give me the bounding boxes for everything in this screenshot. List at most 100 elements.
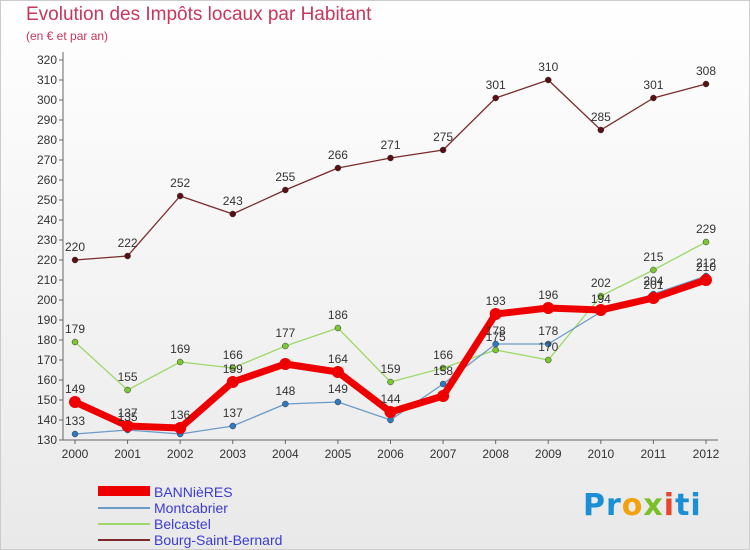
legend-label-bannieres: BANNièRES	[154, 484, 233, 500]
chart-title: Evolution des Impôts locaux par Habitant	[26, 4, 372, 25]
data-label: 166	[223, 348, 243, 362]
x-tick-label: 2006	[377, 447, 404, 461]
y-tick-label: 240	[37, 213, 57, 227]
data-point	[229, 364, 236, 372]
data-label: 133	[65, 414, 85, 428]
data-label: 266	[328, 148, 348, 162]
series-line-3	[74, 79, 707, 261]
legend-label-bourg-saint-bernard: Bourg-Saint-Bernard	[154, 532, 283, 548]
data-point	[387, 378, 394, 386]
x-tick-label: 2000	[62, 447, 89, 461]
data-point	[647, 292, 660, 304]
data-point	[700, 274, 712, 286]
data-point	[334, 398, 342, 406]
data-point	[387, 154, 394, 162]
data-label: 193	[486, 294, 506, 308]
data-label: 201	[643, 278, 663, 292]
data-label: 210	[696, 260, 716, 274]
data-label: 135	[118, 410, 138, 424]
data-point	[489, 308, 502, 320]
data-label: 149	[65, 382, 85, 396]
data-point	[492, 346, 499, 354]
data-point	[597, 292, 605, 300]
y-tick-label: 300	[37, 93, 57, 107]
data-label: 220	[65, 240, 85, 254]
x-tick-label: 2010	[587, 447, 614, 461]
data-point	[702, 238, 710, 246]
data-label: 229	[696, 222, 716, 236]
data-label: 137	[118, 406, 138, 420]
data-label: 271	[380, 138, 400, 152]
data-point	[71, 430, 79, 438]
data-label: 285	[591, 110, 611, 124]
data-point	[282, 400, 289, 408]
data-point	[594, 304, 607, 316]
y-tick-label: 280	[37, 133, 57, 147]
data-label: 196	[538, 288, 558, 302]
data-label: 178	[538, 324, 558, 338]
x-tick-label: 2009	[535, 447, 562, 461]
data-point	[439, 146, 447, 154]
x-tick-label: 2001	[114, 447, 141, 461]
data-label: 301	[643, 78, 663, 92]
data-point	[176, 358, 184, 366]
y-tick-label: 180	[37, 333, 57, 347]
data-label: 308	[696, 64, 716, 78]
data-point	[545, 340, 552, 348]
y-tick-label: 310	[37, 73, 57, 87]
data-label: 166	[433, 348, 453, 362]
data-point	[650, 94, 657, 102]
data-point	[121, 420, 134, 432]
y-tick-label: 320	[37, 53, 57, 67]
data-label: 204	[643, 274, 663, 288]
data-label: 255	[275, 170, 295, 184]
x-tick-label: 2011	[641, 447, 667, 461]
y-tick-label: 160	[37, 373, 57, 387]
data-point	[597, 126, 605, 134]
data-label: 155	[118, 370, 138, 384]
data-point	[174, 422, 187, 434]
y-tick-label: 270	[37, 153, 57, 167]
y-tick-label: 170	[37, 353, 57, 367]
data-point	[492, 94, 499, 102]
data-label: 159	[223, 362, 243, 376]
data-point	[439, 364, 447, 372]
y-tick-label: 230	[37, 233, 57, 247]
data-point	[69, 396, 81, 408]
data-point	[545, 356, 552, 364]
data-label: 136	[170, 408, 190, 422]
data-label: 194	[591, 292, 611, 306]
x-tick-label: 2003	[219, 447, 246, 461]
data-label: 212	[696, 256, 716, 270]
data-label: 148	[275, 384, 295, 398]
data-point	[124, 252, 131, 260]
data-label: 175	[486, 330, 506, 344]
data-label: 144	[380, 392, 400, 406]
data-point	[650, 266, 657, 274]
data-point	[176, 192, 184, 200]
x-tick-label: 2008	[482, 447, 509, 461]
x-tick-label: 2007	[430, 447, 457, 461]
data-point	[229, 422, 236, 430]
data-point	[334, 164, 342, 172]
legend-swatch-bannieres	[98, 486, 150, 496]
data-point	[384, 406, 397, 418]
data-point	[229, 210, 236, 218]
legend-swatch-montcabrier	[98, 507, 150, 509]
data-point	[439, 380, 447, 388]
data-label: 137	[223, 406, 243, 420]
data-label: 222	[118, 236, 138, 250]
data-label: 159	[380, 362, 400, 376]
y-tick-label: 200	[37, 293, 57, 307]
data-point	[702, 80, 710, 88]
data-point	[282, 342, 289, 350]
x-tick-label: 2004	[272, 447, 299, 461]
data-point	[71, 256, 79, 264]
x-tick-label: 2012	[693, 447, 720, 461]
data-point	[331, 366, 344, 378]
data-label: 252	[170, 176, 190, 190]
legend-swatch-belcastel	[98, 523, 150, 525]
data-label: 275	[433, 130, 453, 144]
